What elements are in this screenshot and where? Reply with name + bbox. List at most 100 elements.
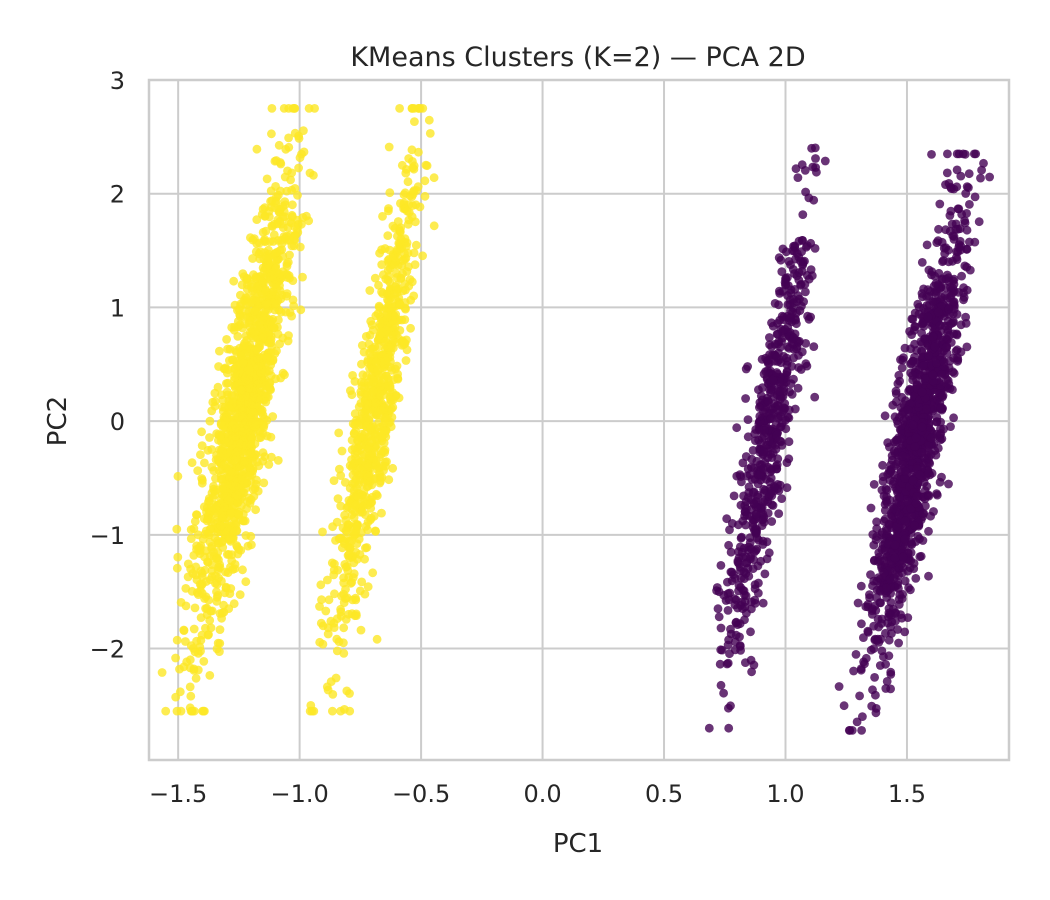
scatter-point-cluster-0	[748, 564, 758, 573]
scatter-point-cluster-0	[724, 703, 733, 713]
scatter-point-cluster-1	[346, 578, 356, 588]
scatter-point-cluster-0	[927, 150, 936, 159]
scatter-point-cluster-0	[934, 224, 943, 234]
scatter-point-cluster-0	[849, 666, 858, 676]
scatter-point-cluster-0	[798, 210, 808, 220]
scatter-point-cluster-0	[716, 645, 726, 655]
scatter-point-cluster-1	[383, 231, 393, 241]
scatter-point-cluster-0	[930, 342, 940, 352]
scatter-point-cluster-1	[331, 673, 341, 683]
scatter-point-cluster-1	[223, 344, 233, 354]
scatter-point-cluster-0	[723, 577, 732, 587]
scatter-point-cluster-0	[908, 420, 918, 430]
scatter-point-cluster-0	[962, 262, 972, 272]
scatter-point-cluster-0	[908, 476, 918, 486]
scatter-point-cluster-1	[222, 413, 232, 422]
scatter-point-cluster-0	[744, 542, 754, 552]
scatter-point-cluster-1	[224, 604, 234, 613]
scatter-point-cluster-0	[918, 292, 927, 302]
scatter-point-cluster-1	[379, 426, 389, 435]
scatter-point-cluster-1	[252, 344, 262, 354]
scatter-point-cluster-0	[749, 498, 759, 508]
scatter-point-cluster-0	[944, 379, 954, 389]
scatter-point-cluster-1	[185, 682, 195, 692]
scatter-point-cluster-0	[873, 634, 883, 644]
scatter-point-cluster-1	[298, 272, 307, 282]
scatter-point-cluster-0	[879, 568, 889, 578]
scatter-point-cluster-1	[179, 626, 189, 635]
scatter-point-cluster-1	[379, 402, 389, 412]
scatter-point-cluster-1	[267, 196, 277, 206]
scatter-point-cluster-1	[189, 551, 199, 560]
scatter-point-cluster-1	[339, 623, 349, 633]
scatter-point-cluster-1	[262, 174, 272, 184]
scatter-point-cluster-1	[393, 373, 402, 383]
scatter-point-cluster-1	[203, 445, 213, 455]
scatter-point-cluster-1	[258, 227, 268, 237]
scatter-point-cluster-0	[740, 501, 750, 510]
scatter-point-cluster-1	[261, 300, 271, 309]
scatter-point-cluster-1	[218, 484, 227, 494]
scatter-point-cluster-0	[809, 195, 819, 205]
scatter-point-cluster-1	[282, 289, 292, 298]
scatter-point-cluster-0	[977, 165, 986, 175]
scatter-point-cluster-1	[201, 546, 211, 556]
scatter-point-cluster-0	[883, 469, 893, 479]
scatter-point-cluster-1	[359, 486, 369, 496]
scatter-point-cluster-1	[213, 638, 223, 648]
scatter-point-cluster-1	[383, 353, 393, 363]
scatter-point-cluster-0	[759, 464, 768, 474]
scatter-point-cluster-1	[364, 377, 373, 387]
scatter-point-cluster-0	[922, 404, 931, 414]
scatter-point-cluster-0	[800, 280, 810, 289]
scatter-point-cluster-1	[235, 590, 245, 599]
scatter-point-cluster-1	[360, 554, 369, 564]
scatter-point-cluster-1	[233, 332, 243, 341]
scatter-point-cluster-0	[865, 590, 874, 600]
scatter-point-cluster-0	[723, 606, 733, 615]
scatter-point-cluster-0	[953, 224, 963, 234]
scatter-point-cluster-1	[215, 625, 225, 634]
scatter-point-cluster-0	[924, 491, 934, 501]
scatter-point-cluster-0	[777, 494, 787, 503]
scatter-point-cluster-0	[789, 374, 798, 384]
scatter-point-cluster-0	[773, 329, 783, 339]
scatter-point-cluster-1	[361, 543, 370, 553]
scatter-point-cluster-1	[310, 104, 319, 113]
scatter-point-cluster-1	[370, 273, 380, 283]
scatter-point-cluster-1	[173, 552, 183, 562]
scatter-point-cluster-0	[943, 149, 952, 159]
scatter-point-cluster-1	[211, 396, 220, 406]
scatter-point-cluster-1	[233, 316, 243, 326]
scatter-point-cluster-1	[352, 611, 361, 620]
scatter-point-cluster-0	[744, 482, 754, 492]
scatter-point-cluster-0	[895, 376, 904, 386]
scatter-point-cluster-1	[385, 188, 395, 198]
scatter-point-cluster-0	[888, 400, 898, 410]
scatter-point-cluster-0	[897, 363, 907, 373]
scatter-point-cluster-1	[356, 528, 366, 538]
scatter-point-cluster-0	[932, 489, 941, 498]
scatter-point-cluster-0	[781, 247, 791, 257]
scatter-point-cluster-1	[181, 584, 191, 593]
scatter-point-cluster-1	[258, 277, 268, 287]
scatter-point-cluster-0	[915, 470, 925, 480]
scatter-point-cluster-0	[928, 370, 938, 380]
scatter-point-cluster-0	[739, 567, 749, 576]
scatter-point-cluster-1	[266, 432, 276, 442]
scatter-point-cluster-0	[893, 625, 902, 634]
scatter-point-cluster-1	[217, 608, 227, 618]
scatter-point-cluster-1	[251, 247, 261, 257]
scatter-point-cluster-0	[772, 460, 782, 469]
scatter-point-cluster-1	[349, 558, 359, 568]
scatter-point-cluster-0	[760, 569, 770, 579]
scatter-point-cluster-1	[318, 527, 327, 537]
scatter-point-cluster-0	[781, 279, 791, 289]
scatter-point-cluster-0	[740, 507, 750, 517]
scatter-point-cluster-1	[251, 420, 261, 429]
scatter-point-cluster-0	[772, 368, 782, 377]
scatter-point-cluster-1	[260, 312, 269, 322]
scatter-point-cluster-1	[402, 335, 411, 345]
scatter-point-cluster-1	[183, 559, 193, 569]
